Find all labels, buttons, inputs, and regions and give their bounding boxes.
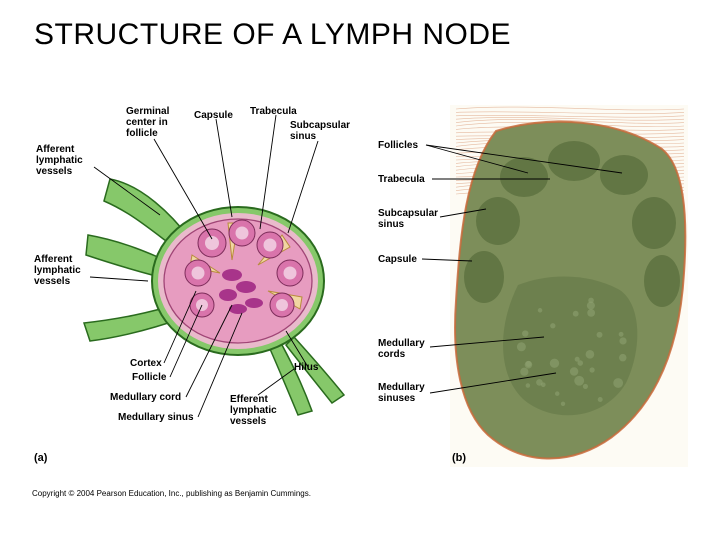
svg-text:Medullary: Medullary: [378, 382, 425, 393]
svg-text:Afferent: Afferent: [36, 144, 75, 155]
svg-text:vessels: vessels: [230, 416, 267, 427]
svg-text:lymphatic: lymphatic: [34, 265, 81, 276]
diagram-b-svg: Follicles Trabecula Subcapsularsinus Capsul…: [378, 105, 688, 467]
panel-a-diagram: AfferentlymphaticvesselsGerminalcenter i…: [32, 105, 368, 467]
svg-text:sinus: sinus: [290, 131, 317, 142]
svg-text:follicle: follicle: [126, 128, 158, 139]
svg-text:Cortex: Cortex: [130, 358, 162, 369]
svg-text:center in: center in: [126, 117, 168, 128]
svg-text:lymphatic: lymphatic: [230, 405, 277, 416]
svg-text:Afferent: Afferent: [34, 254, 73, 265]
svg-text:Medullary: Medullary: [378, 338, 425, 349]
svg-text:Efferent: Efferent: [230, 394, 268, 405]
svg-text:cords: cords: [378, 349, 406, 360]
svg-text:lymphatic: lymphatic: [36, 155, 83, 166]
svg-text:Hilus: Hilus: [294, 362, 319, 373]
svg-text:Capsule: Capsule: [378, 254, 417, 265]
svg-text:Medullary cord: Medullary cord: [110, 392, 181, 403]
svg-text:Trabecula: Trabecula: [378, 174, 425, 185]
svg-text:Follicle: Follicle: [132, 372, 167, 383]
svg-text:Follicles: Follicles: [378, 140, 418, 151]
svg-text:Germinal: Germinal: [126, 106, 170, 117]
panel-b-micrograph: Follicles Trabecula Subcapsularsinus Capsul…: [378, 105, 688, 467]
svg-text:Trabecula: Trabecula: [250, 106, 297, 117]
svg-text:Medullary sinus: Medullary sinus: [118, 412, 194, 423]
svg-text:sinuses: sinuses: [378, 393, 416, 404]
diagram-a-svg: AfferentlymphaticvesselsGerminalcenter i…: [32, 105, 368, 467]
copyright-line: Copyright © 2004 Pearson Education, Inc.…: [32, 489, 311, 498]
page-title: STRUCTURE OF A LYMPH NODE: [0, 0, 720, 52]
svg-text:vessels: vessels: [34, 276, 71, 287]
svg-text:Capsule: Capsule: [194, 110, 233, 121]
svg-text:vessels: vessels: [36, 166, 73, 177]
figure-area: AfferentlymphaticvesselsGerminalcenter i…: [32, 105, 688, 485]
svg-text:Subcapsular: Subcapsular: [378, 208, 438, 219]
svg-text:Subcapsular: Subcapsular: [290, 120, 350, 131]
svg-text:sinus: sinus: [378, 219, 405, 230]
svg-text:(a): (a): [34, 452, 48, 464]
svg-text:(b): (b): [452, 452, 466, 464]
